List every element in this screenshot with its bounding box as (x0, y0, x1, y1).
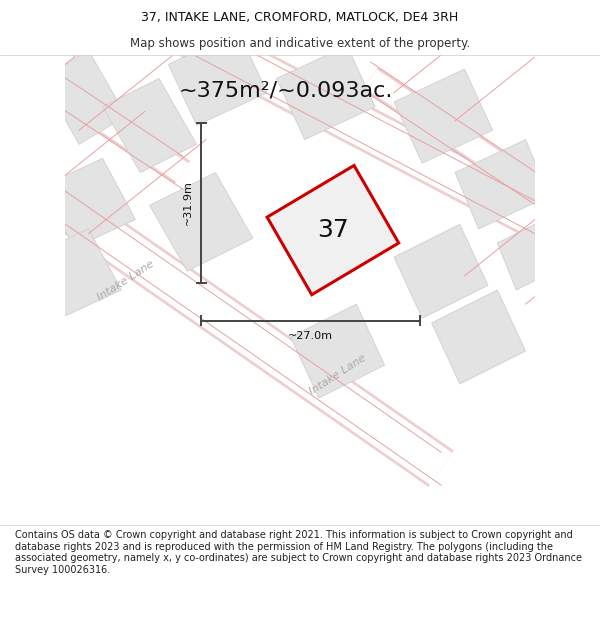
Text: 37, INTAKE LANE, CROMFORD, MATLOCK, DE4 3RH: 37, INTAKE LANE, CROMFORD, MATLOCK, DE4 … (142, 11, 458, 24)
Polygon shape (267, 166, 398, 295)
Polygon shape (290, 304, 385, 398)
Text: ~27.0m: ~27.0m (288, 331, 333, 341)
Polygon shape (455, 139, 549, 229)
Text: 37: 37 (317, 218, 349, 242)
Polygon shape (41, 50, 126, 144)
Polygon shape (149, 173, 253, 271)
Polygon shape (28, 229, 121, 318)
Text: ~31.9m: ~31.9m (183, 181, 193, 226)
Polygon shape (497, 215, 572, 290)
Polygon shape (431, 290, 526, 384)
Text: Intake Lane: Intake Lane (96, 259, 156, 302)
Polygon shape (277, 46, 375, 139)
Polygon shape (169, 31, 267, 126)
Polygon shape (41, 158, 136, 248)
Text: ~375m²/~0.093ac.: ~375m²/~0.093ac. (179, 80, 393, 100)
Text: Intake Lane: Intake Lane (307, 352, 368, 397)
Text: Map shows position and indicative extent of the property.: Map shows position and indicative extent… (130, 38, 470, 51)
Text: Contains OS data © Crown copyright and database right 2021. This information is : Contains OS data © Crown copyright and d… (15, 530, 582, 575)
Polygon shape (103, 79, 197, 172)
Polygon shape (394, 69, 493, 163)
Polygon shape (394, 224, 488, 318)
